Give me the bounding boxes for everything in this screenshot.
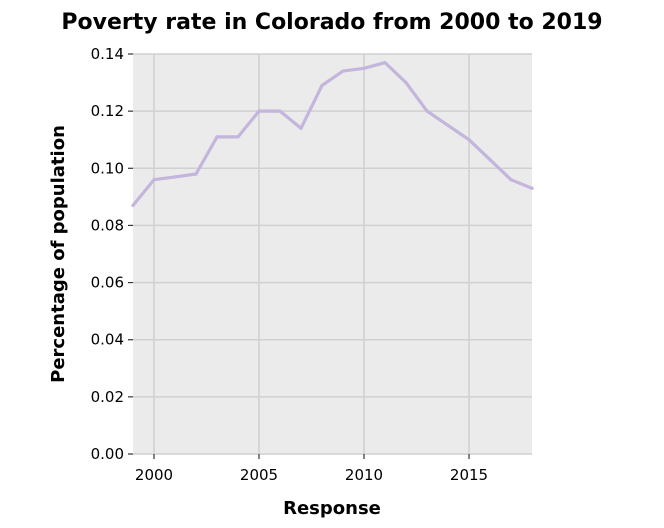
data-point: [236, 135, 240, 139]
data-point: [341, 69, 345, 73]
data-point: [278, 109, 282, 113]
x-tick-label: 2015: [450, 466, 488, 484]
tick-layer: 0.00 0.02 0.04 0.06 0.08 0.10 0.12 0.14 2000 2005…: [91, 45, 489, 484]
x-tick-label: 2005: [240, 466, 278, 484]
y-tick-label: 0.00: [91, 445, 124, 463]
data-point: [173, 175, 177, 179]
data-point: [488, 158, 492, 162]
data-point: [215, 135, 219, 139]
x-tick-label: 2000: [135, 466, 173, 484]
series-layer: [131, 60, 534, 208]
y-tick-label: 0.08: [91, 216, 124, 234]
data-point: [467, 138, 471, 142]
y-tick-label: 0.06: [91, 274, 124, 292]
data-point: [509, 178, 513, 182]
data-point: [362, 66, 366, 70]
data-point: [299, 126, 303, 130]
data-point: [194, 172, 198, 176]
data-point: [383, 60, 387, 65]
series-line: [131, 60, 534, 207]
data-point: [131, 203, 135, 208]
data-point: [152, 178, 156, 182]
y-tick-label: 0.12: [91, 102, 124, 120]
y-tick-label: 0.04: [91, 331, 124, 349]
x-tick-label: 2010: [345, 466, 383, 484]
data-point: [530, 186, 534, 190]
chart-title: Poverty rate in Colorado from 2000 to 20…: [61, 10, 602, 35]
data-point: [404, 80, 408, 85]
y-tick-label: 0.02: [91, 388, 124, 406]
data-point: [446, 123, 450, 128]
x-axis-label: Response: [283, 498, 381, 519]
y-axis-label: Percentage of population: [48, 125, 69, 383]
data-point: [257, 109, 261, 113]
y-tick-label: 0.14: [91, 45, 124, 63]
data-point: [425, 109, 429, 113]
data-point: [320, 83, 324, 88]
y-tick-label: 0.10: [91, 159, 124, 177]
plot-panel: [133, 54, 532, 454]
